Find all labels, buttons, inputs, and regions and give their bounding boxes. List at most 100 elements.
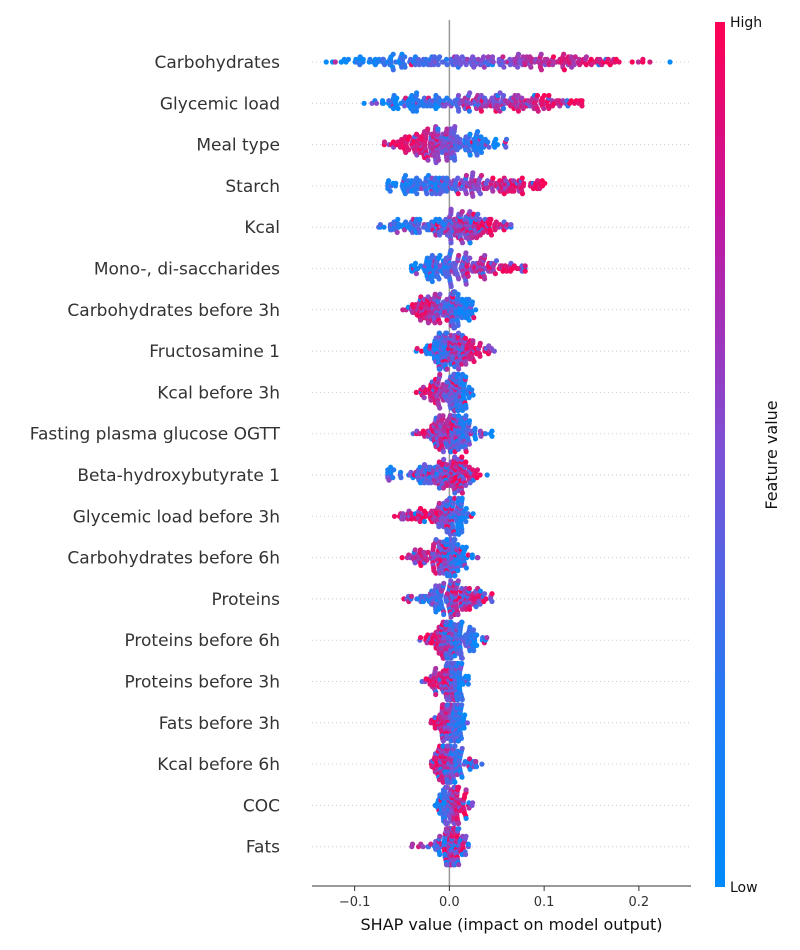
x-axis-ticks: −0.1 0.0 0.1 0.2 [339, 886, 649, 910]
shap-point [448, 283, 454, 290]
shap-point [459, 619, 465, 625]
shap-point [395, 216, 401, 222]
shap-point [461, 725, 467, 731]
shap-point [457, 136, 463, 142]
shap-point [519, 175, 525, 181]
shap-point [440, 738, 446, 744]
shap-point [463, 281, 469, 287]
shap-point [444, 820, 450, 827]
shap-point [501, 191, 507, 197]
shap-point [444, 591, 450, 597]
shap-point [361, 100, 367, 106]
shap-point [480, 229, 486, 235]
shap-point [458, 735, 464, 742]
shap-point [457, 144, 463, 150]
feature-label: Carbohydrates before 6h [67, 549, 280, 569]
feature-row-points [385, 454, 490, 496]
shap-point [459, 702, 465, 708]
shap-point [412, 260, 419, 266]
feature-labels: Carbohydrates Glycemic load Meal type Starc… [30, 53, 281, 858]
shap-point [437, 320, 443, 326]
shap-point [469, 299, 475, 305]
shap-point [459, 660, 465, 667]
shap-point [455, 578, 461, 584]
shap-point [429, 278, 435, 285]
shap-point [444, 696, 450, 703]
shap-point [510, 178, 517, 184]
colorbar [715, 22, 725, 887]
shap-point [583, 54, 590, 60]
shap-point [472, 436, 479, 442]
shap-point [466, 296, 472, 302]
shap-point [417, 505, 424, 512]
feature-row-points [428, 702, 470, 744]
shap-point [463, 405, 469, 411]
shap-point [409, 841, 416, 847]
shap-point [425, 126, 431, 132]
shap-point [459, 655, 465, 661]
feature-label: Meal type [196, 136, 280, 156]
shap-point [413, 271, 419, 277]
shap-point [515, 108, 522, 114]
shap-point [437, 833, 443, 839]
shap-point [507, 56, 513, 63]
shap-point [442, 103, 448, 109]
shap-point [448, 206, 454, 212]
shap-point [332, 59, 338, 65]
shap-point [390, 67, 396, 73]
shap-point [391, 513, 398, 519]
feature-row-points [361, 90, 585, 114]
shap-point [484, 185, 490, 192]
shap-point [467, 255, 473, 261]
shap-point [489, 433, 495, 439]
shap-point [538, 67, 545, 73]
shap-point [474, 467, 481, 473]
shap-point [437, 851, 443, 858]
shap-point [571, 62, 577, 68]
shap-point [394, 95, 400, 101]
shap-point [381, 224, 387, 230]
shap-point [477, 588, 483, 594]
shap-point [463, 851, 469, 858]
shap-point [492, 271, 498, 277]
shap-point [522, 268, 528, 274]
shap-point [511, 188, 517, 194]
shap-point [477, 353, 483, 359]
shap-point [452, 779, 458, 785]
shap-point [437, 252, 443, 259]
feature-label: Fasting plasma glucose OGTT [30, 425, 281, 445]
shap-point [456, 252, 462, 259]
shap-point [452, 490, 458, 496]
feature-label: Carbohydrates [155, 53, 281, 73]
shap-point [433, 691, 439, 698]
shap-point [444, 188, 450, 194]
shap-point [474, 235, 480, 241]
shap-point [440, 485, 446, 491]
shap-point [386, 178, 392, 184]
shap-point [456, 862, 462, 868]
shap-point [444, 366, 450, 372]
shap-point [433, 665, 439, 672]
shap-point [561, 51, 567, 57]
shap-point [437, 405, 443, 411]
shap-point [466, 418, 473, 424]
shap-point [414, 90, 420, 96]
shap-point [406, 147, 412, 153]
shap-point [470, 392, 476, 398]
colorbar-low-label: Low [730, 880, 758, 896]
shap-point [421, 518, 428, 525]
feature-label: Fats before 3h [159, 714, 280, 734]
shap-point [452, 531, 458, 537]
shap-point [436, 524, 442, 530]
shap-point [635, 59, 642, 65]
shap-point [452, 537, 458, 543]
shap-point [534, 92, 541, 99]
shap-point [489, 54, 496, 60]
shap-point [463, 374, 469, 380]
shap-point [475, 56, 481, 63]
shap-point [579, 103, 585, 109]
shap-point [443, 598, 450, 605]
shap-point [471, 315, 477, 321]
shap-point [515, 64, 521, 70]
feature-row-points [400, 289, 479, 331]
